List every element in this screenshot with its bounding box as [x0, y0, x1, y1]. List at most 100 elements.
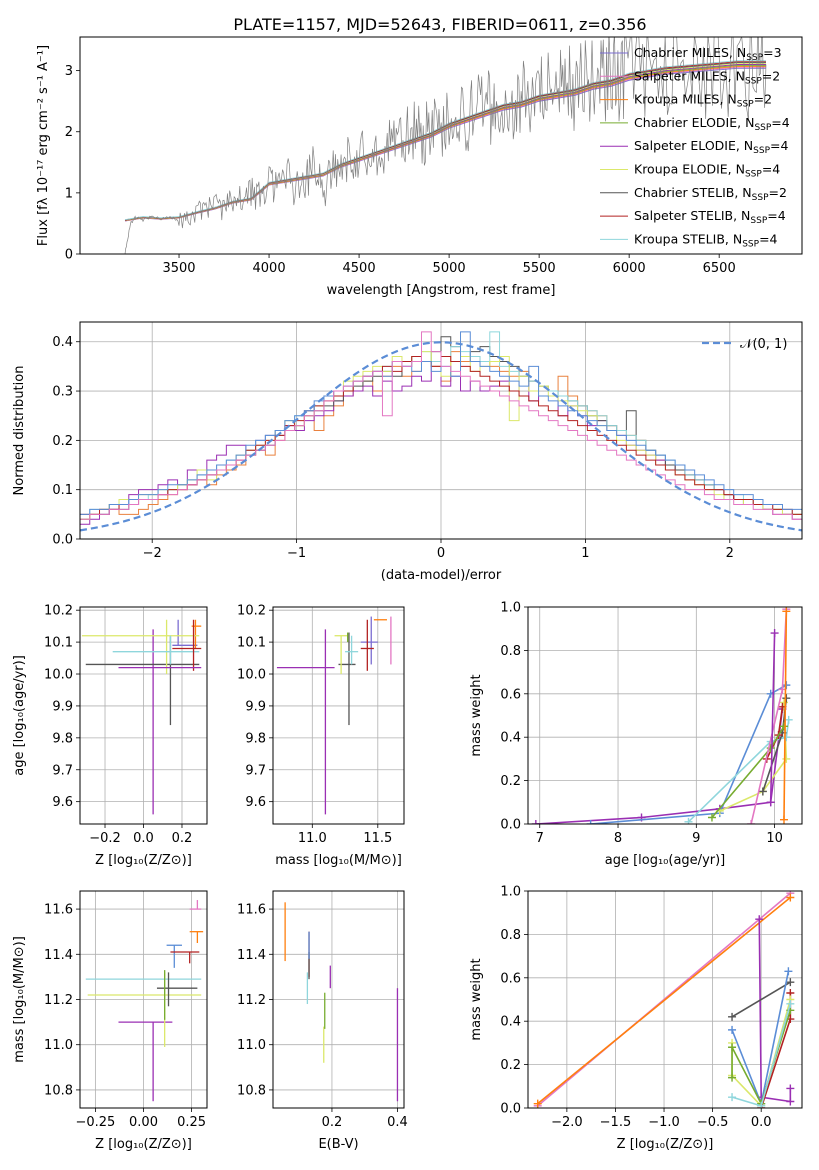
y-tick-label: 0.4 [500, 731, 521, 746]
weight-marker [779, 722, 788, 731]
x-tick-label: 4000 [253, 261, 286, 276]
x-tick-label: −0.25 [75, 1115, 115, 1130]
errorbar-point [360, 619, 374, 671]
y-tick-label: 11.4 [44, 948, 73, 963]
y-tick-label: 3 [65, 64, 73, 79]
legend-entry: 𝒩(0, 1) [740, 337, 787, 352]
weight-marker [784, 715, 793, 724]
y-tick-label: 11.0 [44, 1038, 73, 1053]
y-tick-label: 11.4 [237, 948, 266, 963]
chart-age_vs_mass: 11.0 11.5 9.6 9.7 9.8 9.9 10.0 10.1 10.2 mass [lo… [237, 604, 405, 868]
x-tick-label: 8 [614, 831, 622, 846]
y-tick-label: 10.0 [44, 668, 73, 683]
errorbar-point [118, 1021, 173, 1102]
y-tick-label: 10.8 [237, 1083, 266, 1098]
legend-entry: Salpeter MILES, NSSP=2 [634, 68, 780, 86]
histogram-step [80, 331, 802, 520]
chart-weight_vs_age: 7 8 9 10 0.0 0.2 0.4 0.6 0.8 1.0 age [log₁₀(age/yr… [469, 601, 803, 868]
weight-marker [728, 1043, 737, 1052]
y-tick-label: 0.4 [500, 1015, 521, 1030]
weight-line [537, 896, 791, 1105]
chart-weight_vs_Z: −2.0 −1.5 −1.0 −0.5 0.0 0.0 0.2 0.4 0.6 0.8 1.0 Z [… [469, 885, 803, 1152]
legend-entry: Chabrier ELODIE, NSSP=4 [634, 115, 790, 133]
plot-area [276, 616, 392, 815]
weight-marker [779, 698, 788, 707]
y-tick-label: 10.2 [44, 604, 73, 619]
plot-area [531, 607, 793, 824]
x-axis-label: mass [log₁₀(M/M⊙)] [275, 853, 402, 868]
y-tick-label: 10.0 [237, 668, 266, 683]
y-tick-label: 10.2 [237, 604, 266, 619]
errorbar-point [172, 619, 202, 671]
x-axis-label: Z [log₁₀(Z/Z⊙)] [95, 1137, 192, 1152]
x-tick-label: 0.2 [322, 1115, 343, 1130]
axes-frame [79, 606, 208, 825]
weight-line [758, 919, 792, 1103]
weight-marker [782, 681, 791, 690]
x-tick-label: 4500 [343, 261, 376, 276]
x-tick-label: 0.00 [129, 1115, 158, 1130]
chart-panels: 3500 4000 4500 5000 5500 6000 6500 0 1 2 3 waveleng… [12, 36, 803, 1152]
y-tick-label: 11.2 [44, 993, 73, 1008]
y-tick-label: 9.8 [245, 731, 266, 746]
plot-area [533, 891, 795, 1108]
y-tick-label: 10.8 [44, 1083, 73, 1098]
y-tick-label: 9.9 [245, 699, 266, 714]
x-tick-label: 0.0 [751, 1115, 772, 1130]
errorbar-point [189, 900, 202, 910]
weight-marker [786, 893, 795, 902]
x-tick-label: −2.0 [551, 1115, 583, 1130]
errorbar-point [81, 619, 200, 675]
weight-line [783, 611, 788, 820]
x-tick-label: 0.0 [133, 831, 154, 846]
errorbar-point [170, 951, 200, 964]
errorbar-point [166, 944, 182, 968]
weight-marker [784, 967, 793, 976]
y-tick-label: 0.8 [500, 928, 521, 943]
weight-marker [684, 817, 693, 824]
weight-line [687, 719, 790, 823]
y-tick-label: 0.8 [500, 644, 521, 659]
x-tick-label: −1.0 [648, 1115, 680, 1130]
y-tick-label: 11.0 [237, 1038, 266, 1053]
normal-curve [80, 341, 802, 532]
legend-entry: Salpeter ELODIE, NSSP=4 [634, 138, 789, 156]
weight-line [537, 892, 791, 1107]
legend-entry: Kroupa MILES, NSSP=2 [634, 92, 772, 110]
y-tick-label: 9.7 [245, 763, 266, 778]
y-axis-label: mass weight [469, 674, 484, 756]
weight-marker [786, 978, 795, 987]
x-tick-label: 10 [766, 831, 783, 846]
chart-mass_vs_Z: −0.25 0.00 0.25 10.8 11.0 11.2 11.4 11.6 Z [log₁… [12, 890, 208, 1152]
y-tick-label: 1 [65, 186, 73, 201]
histogram-step [80, 331, 802, 515]
axes-frame [272, 890, 405, 1109]
weight-marker [728, 1025, 737, 1034]
y-tick-label: 0.1 [52, 483, 73, 498]
legend-entry: Kroupa ELODIE, NSSP=4 [634, 162, 780, 180]
y-tick-label: 0.0 [500, 1102, 521, 1117]
histogram-step [80, 351, 802, 520]
weight-marker [747, 820, 756, 824]
y-tick-label: 1.0 [500, 885, 521, 900]
errorbar-point [334, 635, 348, 675]
weight-marker [758, 787, 767, 796]
x-tick-label: −0.5 [697, 1115, 729, 1130]
histogram-step [80, 365, 802, 525]
legend-entry: Salpeter STELIB, NSSP=4 [634, 208, 786, 226]
y-tick-label: 9.9 [52, 699, 73, 714]
axes-frame [79, 36, 803, 255]
weight-marker [786, 999, 795, 1008]
weight-marker [531, 820, 540, 824]
y-tick-label: 2 [65, 125, 73, 140]
y-tick-label: 0 [65, 248, 73, 263]
axes-frame [527, 890, 803, 1109]
weight-marker [782, 694, 791, 703]
errorbar-point [87, 972, 202, 1047]
y-axis-label: mass weight [469, 958, 484, 1040]
weight-marker [782, 754, 791, 763]
y-tick-label: 0.0 [500, 818, 521, 833]
figure-title: PLATE=1157, MJD=52643, FIBERID=0611, z=0… [233, 15, 646, 34]
weight-marker [586, 820, 595, 824]
